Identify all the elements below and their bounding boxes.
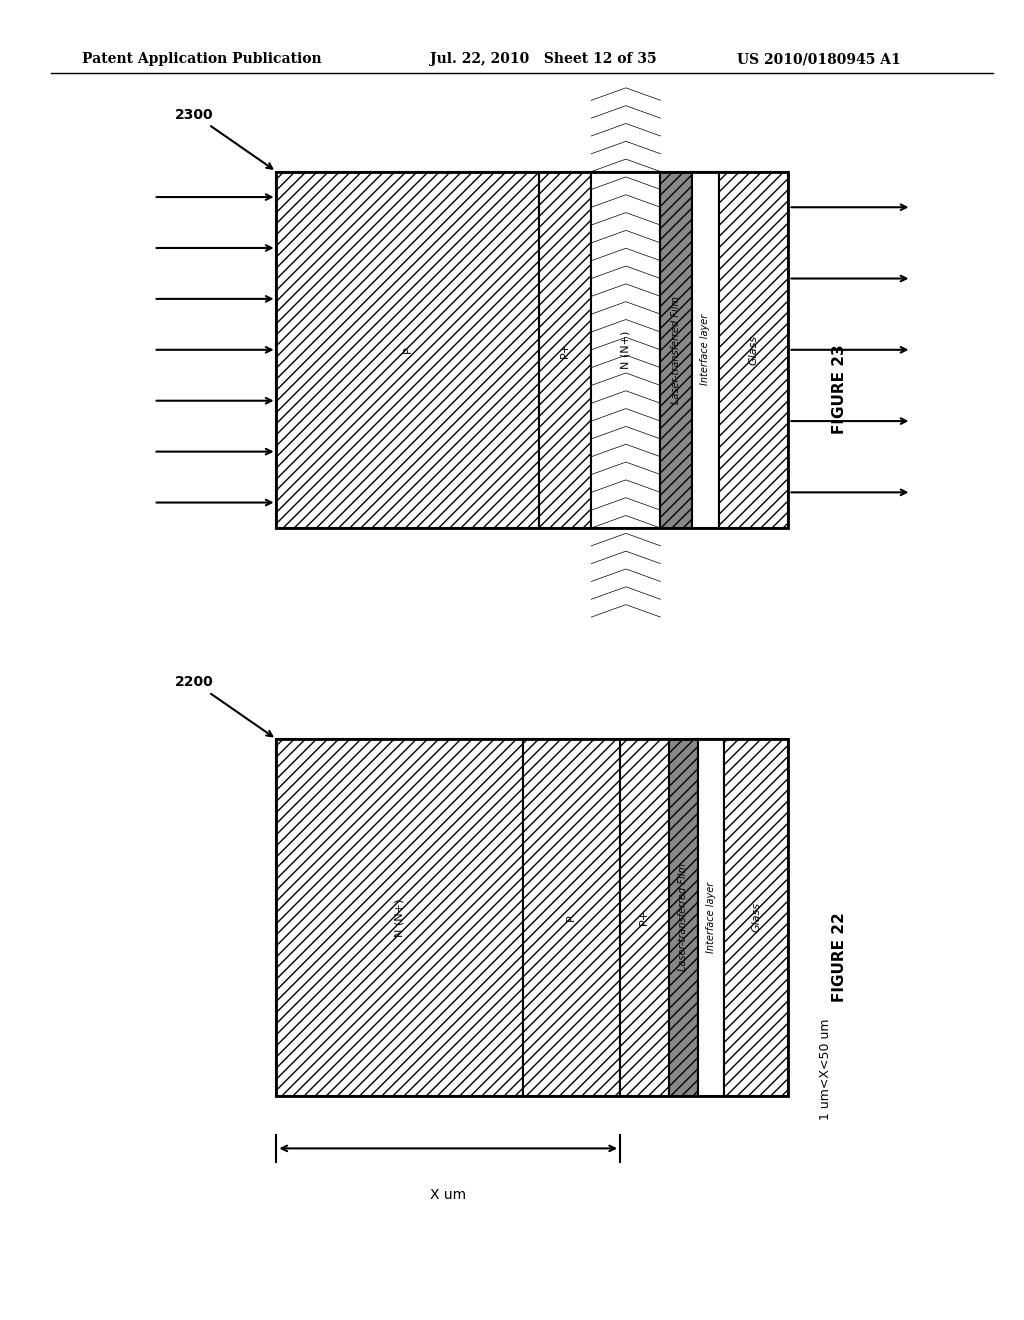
Bar — [719, 172, 788, 528]
Text: Glass: Glass — [751, 903, 761, 932]
Text: US 2010/0180945 A1: US 2010/0180945 A1 — [737, 53, 901, 66]
Text: P: P — [566, 913, 577, 921]
Bar — [660, 172, 691, 528]
Text: 2200: 2200 — [175, 676, 272, 737]
Bar — [591, 172, 660, 528]
Bar — [276, 739, 788, 1096]
Bar — [669, 739, 697, 1096]
Text: Interface layer: Interface layer — [706, 882, 716, 953]
Text: Patent Application Publication: Patent Application Publication — [82, 53, 322, 66]
Text: Glass: Glass — [749, 335, 759, 364]
Text: Jul. 22, 2010   Sheet 12 of 35: Jul. 22, 2010 Sheet 12 of 35 — [430, 53, 656, 66]
Bar — [523, 739, 620, 1096]
Bar — [540, 172, 591, 528]
Text: P: P — [402, 346, 413, 354]
Bar — [691, 172, 719, 528]
Text: Laser-transferred Film: Laser-transferred Film — [671, 296, 681, 404]
Text: FIGURE 23: FIGURE 23 — [833, 345, 847, 434]
Bar — [276, 739, 523, 1096]
Text: X um: X um — [430, 1188, 466, 1203]
Text: Interface layer: Interface layer — [700, 314, 711, 385]
Bar — [276, 172, 540, 528]
Text: P+: P+ — [639, 909, 649, 925]
Text: P+: P+ — [560, 342, 570, 358]
Text: 1 um<X<50 um: 1 um<X<50 um — [819, 1019, 833, 1119]
Text: FIGURE 22: FIGURE 22 — [833, 912, 847, 1002]
Text: 2300: 2300 — [175, 108, 272, 169]
Bar — [697, 739, 724, 1096]
Text: N (N+): N (N+) — [394, 898, 404, 937]
Bar — [724, 739, 788, 1096]
Text: Laser-transferred Film: Laser-transferred Film — [678, 863, 688, 972]
Bar — [620, 739, 669, 1096]
Bar — [276, 172, 788, 528]
Text: N (N+): N (N+) — [621, 330, 631, 370]
